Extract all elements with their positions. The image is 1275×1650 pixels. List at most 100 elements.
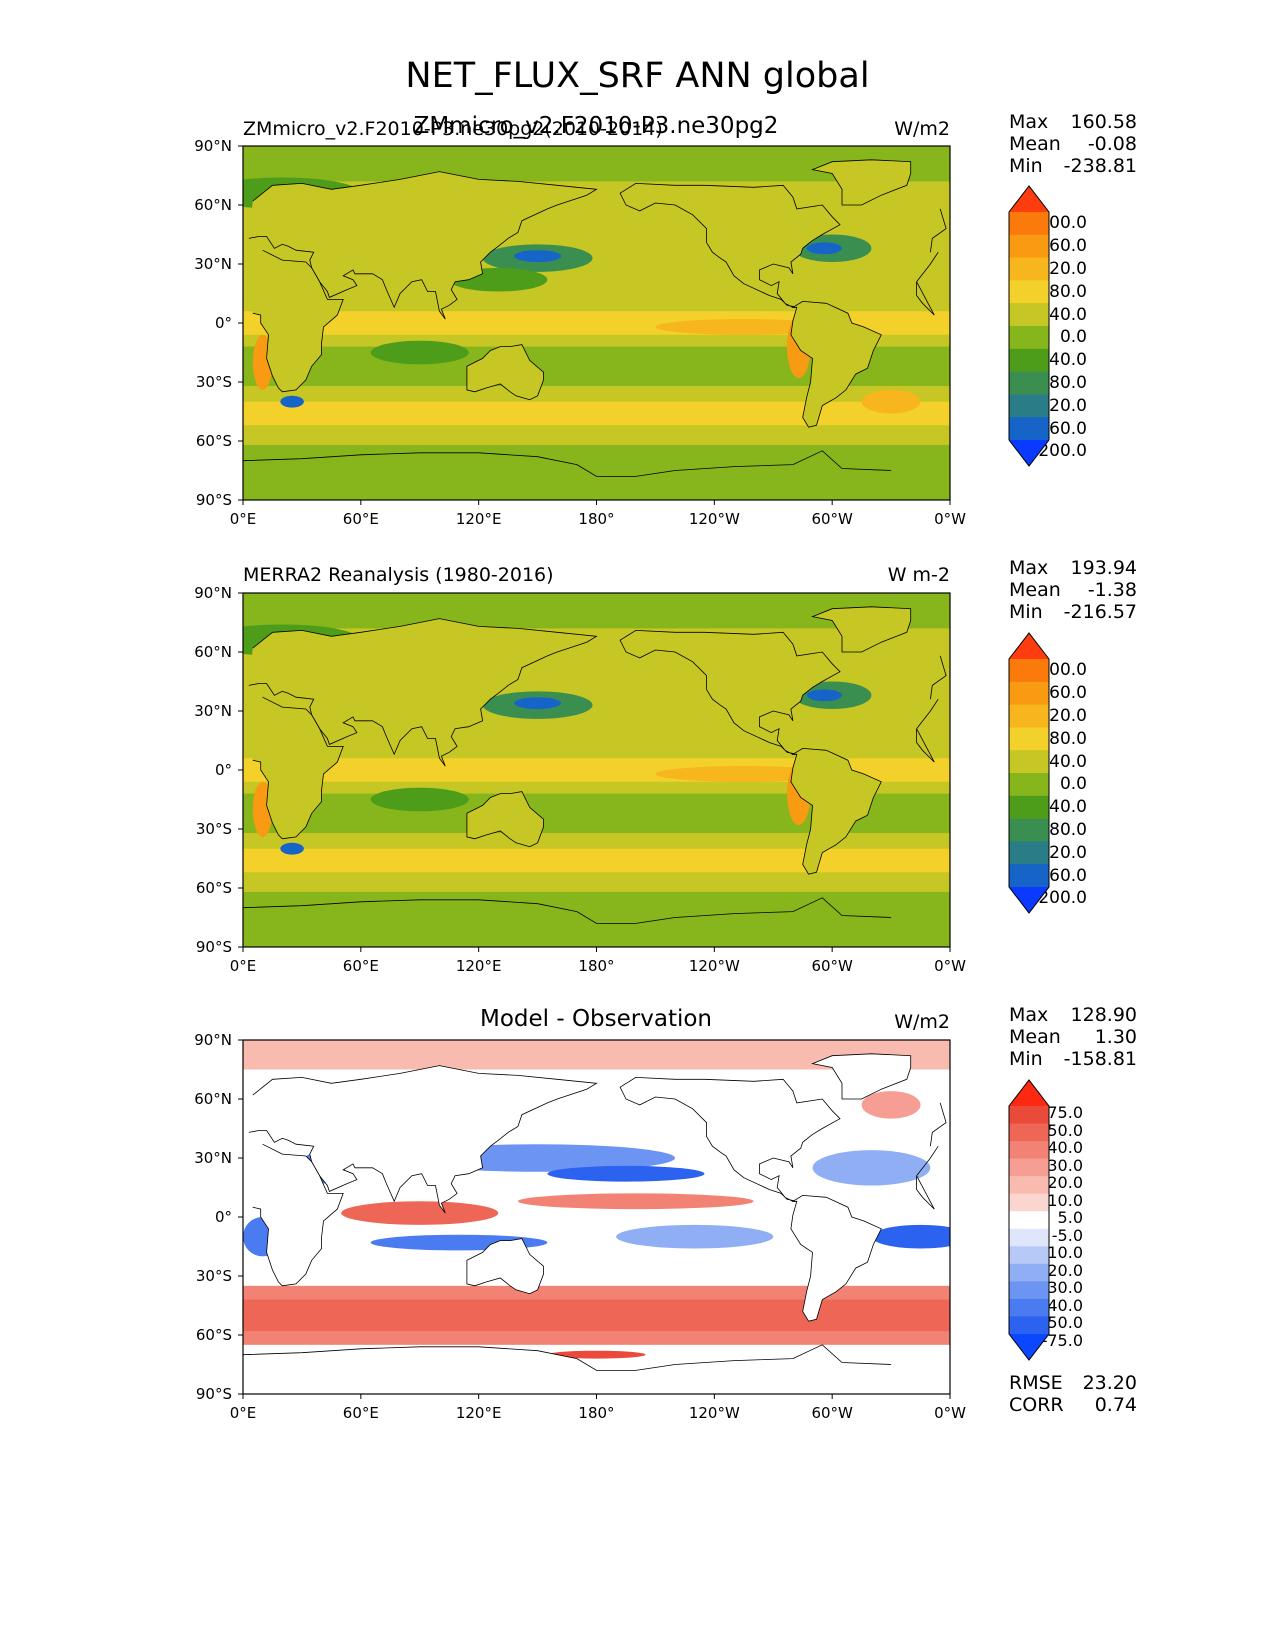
lon-tick-label: 0°W xyxy=(934,510,966,528)
colorbar-label: 20.0 xyxy=(1047,1173,1083,1193)
colorbar-segment xyxy=(1009,681,1049,706)
stat-value: -216.57 xyxy=(1063,601,1137,623)
stat-value: 1.30 xyxy=(1094,1026,1137,1048)
lat-tick-label: 0° xyxy=(214,314,232,332)
stat-value: 160.58 xyxy=(1070,111,1137,133)
map-field-1 xyxy=(243,593,950,947)
indian-ocean-loss xyxy=(370,340,469,365)
colorbar-extend-min xyxy=(1009,1334,1049,1360)
south-pacific-negative xyxy=(616,1224,774,1249)
continent-antarctica xyxy=(243,450,892,500)
continent-north-america xyxy=(619,629,841,755)
gulf-stream-core xyxy=(806,242,842,255)
panel3-units: W/m2 xyxy=(894,1011,950,1033)
lon-tick-label: 60°E xyxy=(342,1404,379,1422)
colorbar-label: -30.0 xyxy=(1041,1278,1083,1298)
colorbar-segment xyxy=(1009,417,1049,441)
colorbar-label: 80.0 xyxy=(1049,728,1087,749)
continent-africa xyxy=(252,696,939,840)
lat-tick-label: 30°S xyxy=(195,1267,232,1285)
colorbar-label: 5.0 xyxy=(1057,1208,1083,1228)
lon-tick-label: 120°W xyxy=(688,510,740,528)
lon-tick-label: 60°W xyxy=(811,1404,853,1422)
colorbar-label: 160.0 xyxy=(1038,236,1087,257)
lat-tick-label: 30°S xyxy=(195,373,232,391)
east-pacific-warm xyxy=(655,319,833,335)
colorbar-segment xyxy=(1009,1246,1049,1265)
colorbar-segment xyxy=(1009,371,1049,395)
colorbar-segment xyxy=(1009,1211,1049,1230)
colorbar-outline xyxy=(1008,632,1050,914)
lat-tick-label: 60°N xyxy=(194,643,232,661)
colorbar-1 xyxy=(1008,632,1050,914)
colorbar-segment xyxy=(1009,1193,1049,1212)
stat-label: Min xyxy=(1009,155,1043,177)
southern-ocean-band xyxy=(243,401,950,426)
colorbar-segment xyxy=(1009,303,1049,327)
stat-label: Max xyxy=(1009,557,1049,579)
colorbar-segment xyxy=(1009,394,1049,418)
colorbar-segment xyxy=(1009,1316,1049,1335)
colorbar-label: -40.0 xyxy=(1043,797,1087,818)
lat-tick-label: 30°N xyxy=(194,702,232,720)
colorbar-segment xyxy=(1009,659,1049,683)
colorbar-label: 0.0 xyxy=(1059,774,1087,795)
panel1-units: W/m2 xyxy=(894,118,950,140)
colorbar-segment xyxy=(1009,1281,1049,1300)
continent-australia xyxy=(466,344,544,401)
panel2-left-title: MERRA2 Reanalysis (1980-2016) xyxy=(243,564,554,586)
figure-title: NET_FLUX_SRF ANN global xyxy=(405,56,870,96)
colorbar-label: 120.0 xyxy=(1038,706,1087,726)
continent-antarctica xyxy=(243,1344,892,1394)
lon-tick-label: 60°E xyxy=(342,510,379,528)
panel1-center-title: ZMmicro_v2.F2010-P3.ne30pg2 xyxy=(413,113,779,139)
panel1-left-title: ZMmicro_v2.F2010-P3.ne30pg2(2010-2014) xyxy=(243,118,663,140)
colorbar-label: -75.0 xyxy=(1041,1331,1083,1350)
lat-tick-label: 90°S xyxy=(195,938,232,956)
north-pacific-negative-core xyxy=(547,1165,705,1182)
panel3-metrics: RMSE 23.20 CORR 0.74 xyxy=(1009,1372,1137,1416)
colorbar-segment xyxy=(1009,212,1049,236)
continent-greenland xyxy=(811,159,912,206)
stat-label: Mean xyxy=(1009,1026,1061,1048)
continent-australia xyxy=(466,791,544,848)
colorbar-label: 75.0 xyxy=(1047,1103,1083,1122)
colorbar-label: 200.0 xyxy=(1038,213,1087,234)
colorbar-label: 10.0 xyxy=(1047,1190,1083,1210)
stat-value: 193.94 xyxy=(1070,557,1137,579)
colorbar-label: -80.0 xyxy=(1043,373,1087,393)
lat-tick-label: 30°N xyxy=(194,255,232,273)
panel2-stats: Max 193.94 Mean -1.38 Min -216.57 xyxy=(1009,557,1137,623)
colorbar-label: -200.0 xyxy=(1032,888,1087,909)
colorbar-segment xyxy=(1009,727,1049,751)
east-pacific-warm xyxy=(655,766,833,782)
lon-tick-label: 120°E xyxy=(455,957,502,975)
stat-value: -1.38 xyxy=(1087,579,1137,601)
colorbar-label: 40.0 xyxy=(1047,1138,1083,1158)
continent-greenland xyxy=(811,606,912,653)
colorbar-label: 80.0 xyxy=(1049,281,1087,302)
panel3-center-title: Model - Observation xyxy=(479,1006,713,1032)
colorbar-extend-min xyxy=(1009,887,1049,913)
colorbar-label: 160.0 xyxy=(1038,683,1087,704)
map-field-2 xyxy=(243,1040,950,1394)
lon-tick-label: 60°E xyxy=(342,957,379,975)
colorbar-label: 120.0 xyxy=(1038,259,1087,279)
lon-tick-label: 120°E xyxy=(455,510,502,528)
lat-tick-label: 60°N xyxy=(194,1090,232,1108)
continent-south-america xyxy=(790,300,882,428)
colorbar-label: 40.0 xyxy=(1049,751,1087,772)
lat-tick-label: 30°S xyxy=(195,820,232,838)
colorbar-label: -5.0 xyxy=(1051,1225,1083,1245)
colorbar-label: -40.0 xyxy=(1043,350,1087,371)
gulf-stream-core xyxy=(806,689,842,702)
continent-australia xyxy=(466,1238,544,1295)
agulhas-core xyxy=(280,395,304,408)
stat-label: Mean xyxy=(1009,579,1061,601)
southern-ocean-diff-core xyxy=(243,1299,950,1332)
stat-value: 128.90 xyxy=(1070,1004,1137,1026)
continent-antarctica xyxy=(243,897,892,947)
colorbar-label: 30.0 xyxy=(1047,1155,1083,1175)
continent-south-america xyxy=(790,747,882,875)
